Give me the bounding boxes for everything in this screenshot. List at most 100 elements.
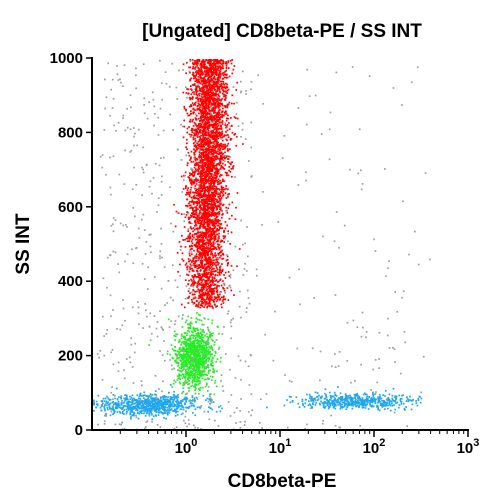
data-point [203,155,206,157]
data-point [233,294,235,296]
data-point [204,251,206,254]
data-point [225,126,227,129]
data-point [203,134,205,137]
data-point [198,283,201,286]
data-point [222,62,224,65]
data-point [181,258,184,261]
data-point [203,284,205,286]
data-point [196,147,199,149]
data-point [210,231,213,234]
data-point [197,170,200,173]
data-point [218,252,221,255]
data-point [200,319,203,322]
data-point [190,240,193,243]
data-point [201,352,203,354]
data-point [179,359,182,361]
data-point [205,99,208,101]
data-point [174,346,176,348]
data-point [211,161,214,164]
data-point [210,298,213,300]
data-point [191,59,194,61]
data-point [195,179,197,181]
data-point [224,124,227,126]
data-point [196,188,198,191]
data-point [211,276,214,279]
data-point [205,355,208,358]
data-point [193,372,195,375]
data-point [181,356,184,358]
data-point [197,363,200,365]
data-point [187,216,190,219]
data-point [207,291,209,293]
data-point [219,157,222,160]
data-point [232,68,235,71]
data-point [202,353,204,355]
data-point [207,148,210,151]
data-point [195,227,198,230]
data-point [226,105,229,108]
data-point [224,113,226,115]
data-point [212,81,215,84]
data-point [214,78,217,81]
data-point [191,199,194,202]
data-point [207,252,209,255]
data-point [176,379,179,381]
data-point [205,174,207,177]
data-point [220,207,222,209]
data-point [217,75,220,78]
data-point [207,159,210,161]
data-point [218,143,220,146]
data-point [220,151,223,154]
data-point [206,201,208,203]
data-point [187,302,190,304]
data-point [219,202,221,205]
data-point [212,290,214,293]
data-point [216,289,219,292]
data-point [192,293,194,296]
data-point [191,269,194,272]
data-point [207,157,210,160]
data-point [211,168,214,171]
data-point [198,94,201,97]
data-point [212,292,214,294]
data-point [213,303,216,306]
data-point [194,68,196,70]
data-point [195,78,198,80]
data-point [203,373,206,376]
data-point [187,361,190,364]
data-point [216,59,219,61]
data-point [187,230,190,232]
data-point [211,59,213,62]
data-point [207,318,210,321]
data-point [213,224,216,227]
data-point [205,110,207,112]
data-point [208,240,210,242]
data-point [216,228,219,231]
data-point [188,260,190,263]
data-point [217,112,220,114]
data-point [209,187,212,189]
data-point [212,376,214,378]
data-point [185,373,187,375]
data-point [199,211,201,214]
data-point [166,353,169,355]
data-point [210,191,213,194]
data-point [210,87,213,89]
data-point [198,192,201,195]
data-point [210,68,213,70]
data-point [222,286,224,289]
data-point [218,248,221,251]
data-point [209,206,211,209]
data-point [216,113,218,116]
data-point [214,381,216,384]
data-point [202,275,204,277]
data-point [192,97,194,99]
data-point [201,377,204,380]
data-point [200,64,203,67]
data-point [187,374,189,377]
data-point [203,133,206,135]
data-point [183,357,186,360]
data-point [227,174,230,177]
data-point [187,176,190,178]
data-point [215,187,218,190]
